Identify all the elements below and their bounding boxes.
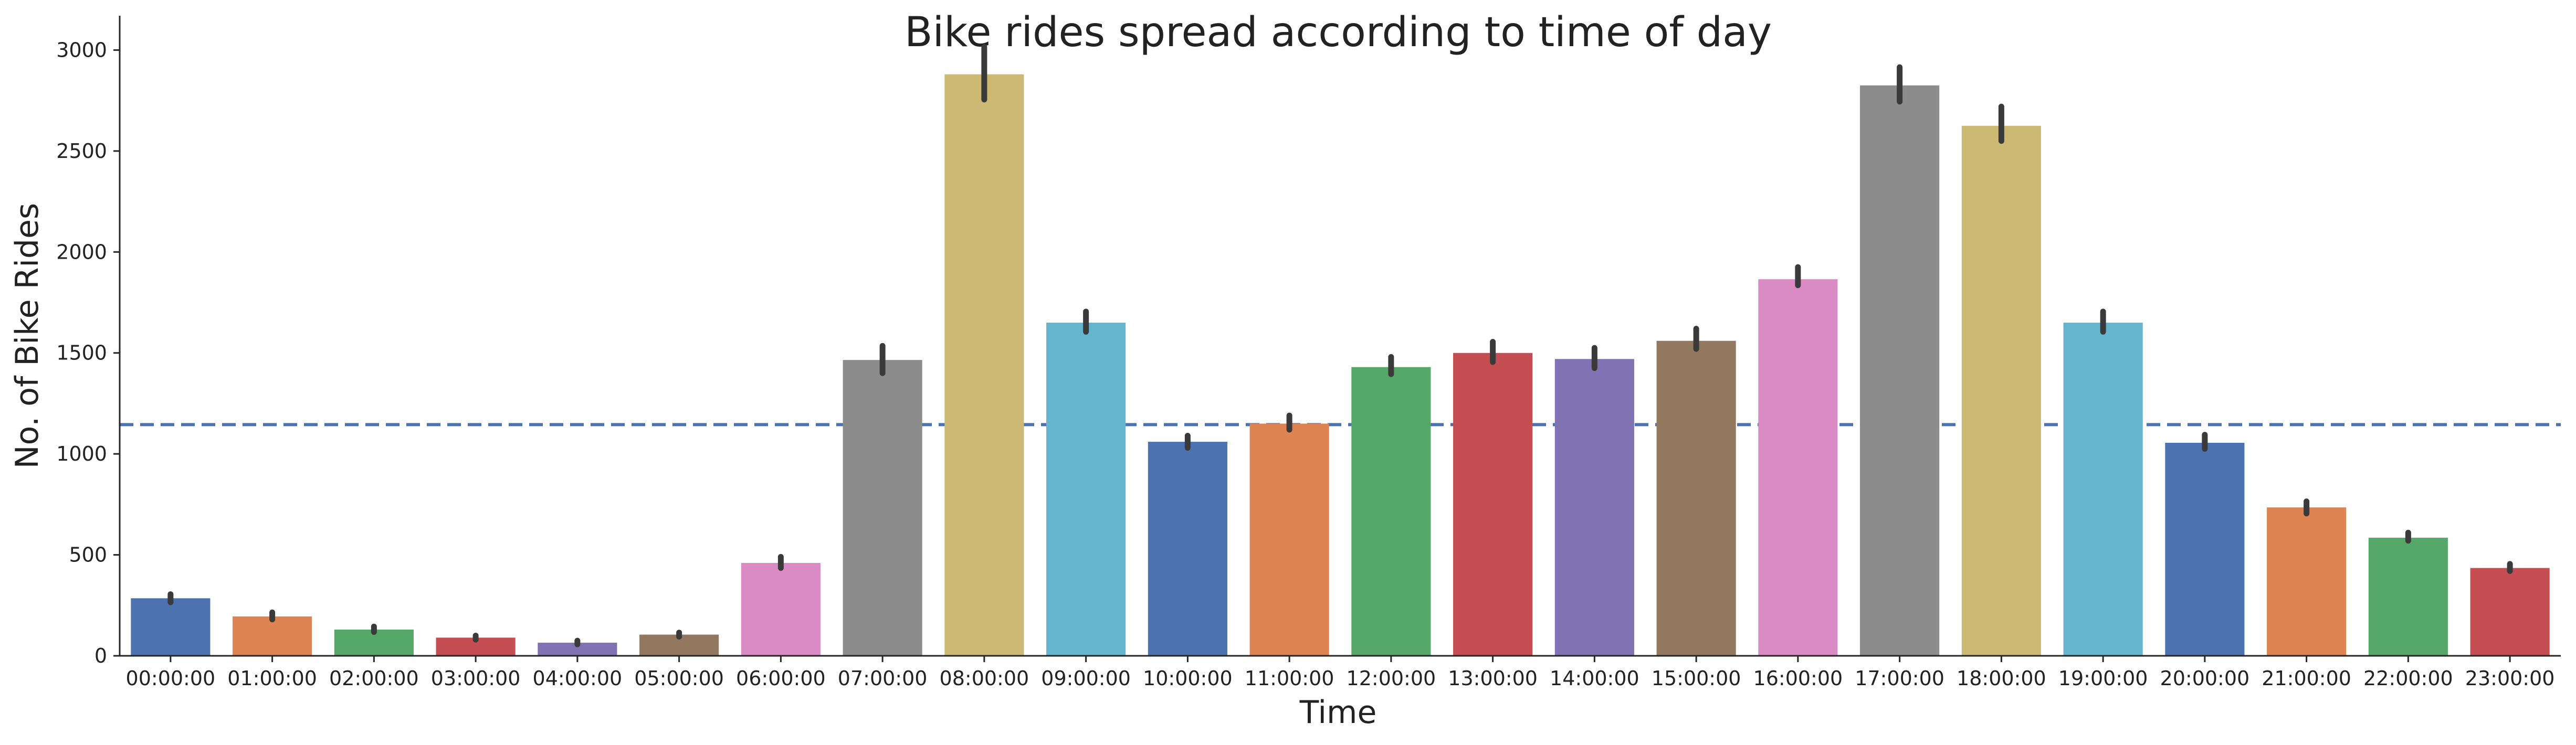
x-tick-label: 07:00:00	[838, 667, 928, 690]
x-tick-label: 09:00:00	[1041, 667, 1131, 690]
bar-06	[741, 562, 821, 656]
y-tick-label: 3000	[56, 38, 107, 61]
x-tick-label: 01:00:00	[227, 667, 317, 690]
x-tick-label: 03:00:00	[431, 667, 521, 690]
bar-22	[2368, 537, 2448, 656]
x-tick-label: 16:00:00	[1753, 667, 1843, 690]
x-tick-label: 14:00:00	[1550, 667, 1639, 690]
bar-15	[1656, 340, 1736, 656]
bars-layer	[131, 74, 2550, 656]
bar-12	[1351, 367, 1431, 656]
y-tick-label: 2000	[56, 240, 107, 263]
y-ticks-layer: 0 500 1000 1500 2000 2500 3000	[56, 38, 120, 667]
y-tick-label: 500	[69, 544, 107, 567]
y-axis-title: No. of Bike Rides	[9, 203, 46, 469]
x-tick-label: 02:00:00	[329, 667, 419, 690]
y-tick-label: 0	[94, 644, 107, 667]
bar-18	[1961, 125, 2041, 656]
bar-08	[944, 74, 1024, 656]
x-tick-label: 12:00:00	[1347, 667, 1436, 690]
y-tick-label: 1000	[56, 442, 107, 465]
chart-title: Bike rides spread according to time of d…	[905, 9, 1772, 56]
bar-23	[2470, 568, 2550, 656]
y-tick-label: 2500	[56, 140, 107, 163]
x-tick-label: 13:00:00	[1448, 667, 1538, 690]
bar-20	[2165, 442, 2245, 656]
x-tick-label: 23:00:00	[2465, 667, 2555, 690]
x-tick-label: 00:00:00	[126, 667, 216, 690]
x-tick-label: 08:00:00	[940, 667, 1029, 690]
bar-21	[2267, 507, 2347, 656]
x-tick-label: 10:00:00	[1143, 667, 1233, 690]
error-bars-layer	[167, 44, 2513, 647]
bar-19	[2063, 322, 2143, 656]
bar-11	[1249, 423, 1329, 656]
x-tick-label: 11:00:00	[1245, 667, 1334, 690]
x-tick-label: 21:00:00	[2262, 667, 2351, 690]
x-tick-label: 05:00:00	[634, 667, 724, 690]
bar-14	[1554, 359, 1634, 656]
bar-17	[1860, 85, 1940, 656]
x-tick-label: 06:00:00	[736, 667, 826, 690]
axes-layer	[119, 16, 2561, 657]
bar-00	[131, 598, 211, 656]
x-ticks-layer: 00:00:00 01:00:00 02:00:00 03:00:00 04:00:00…	[126, 656, 2555, 690]
x-tick-label: 15:00:00	[1652, 667, 1741, 690]
x-axis-title: Time	[1299, 694, 1377, 731]
x-tick-label: 18:00:00	[1957, 667, 2046, 690]
x-tick-label: 19:00:00	[2058, 667, 2148, 690]
bar-09	[1046, 322, 1126, 656]
bar-07	[843, 360, 922, 656]
bar-10	[1148, 442, 1227, 656]
x-tick-label: 04:00:00	[533, 667, 623, 690]
bar-16	[1758, 279, 1838, 656]
x-tick-label: 22:00:00	[2363, 667, 2453, 690]
bar-01	[233, 616, 312, 656]
y-axis-title-group: No. of Bike Rides	[9, 203, 46, 469]
x-tick-label: 17:00:00	[1855, 667, 1944, 690]
y-tick-label: 1500	[56, 342, 107, 365]
bar-13	[1453, 353, 1533, 656]
x-tick-label: 20:00:00	[2160, 667, 2250, 690]
